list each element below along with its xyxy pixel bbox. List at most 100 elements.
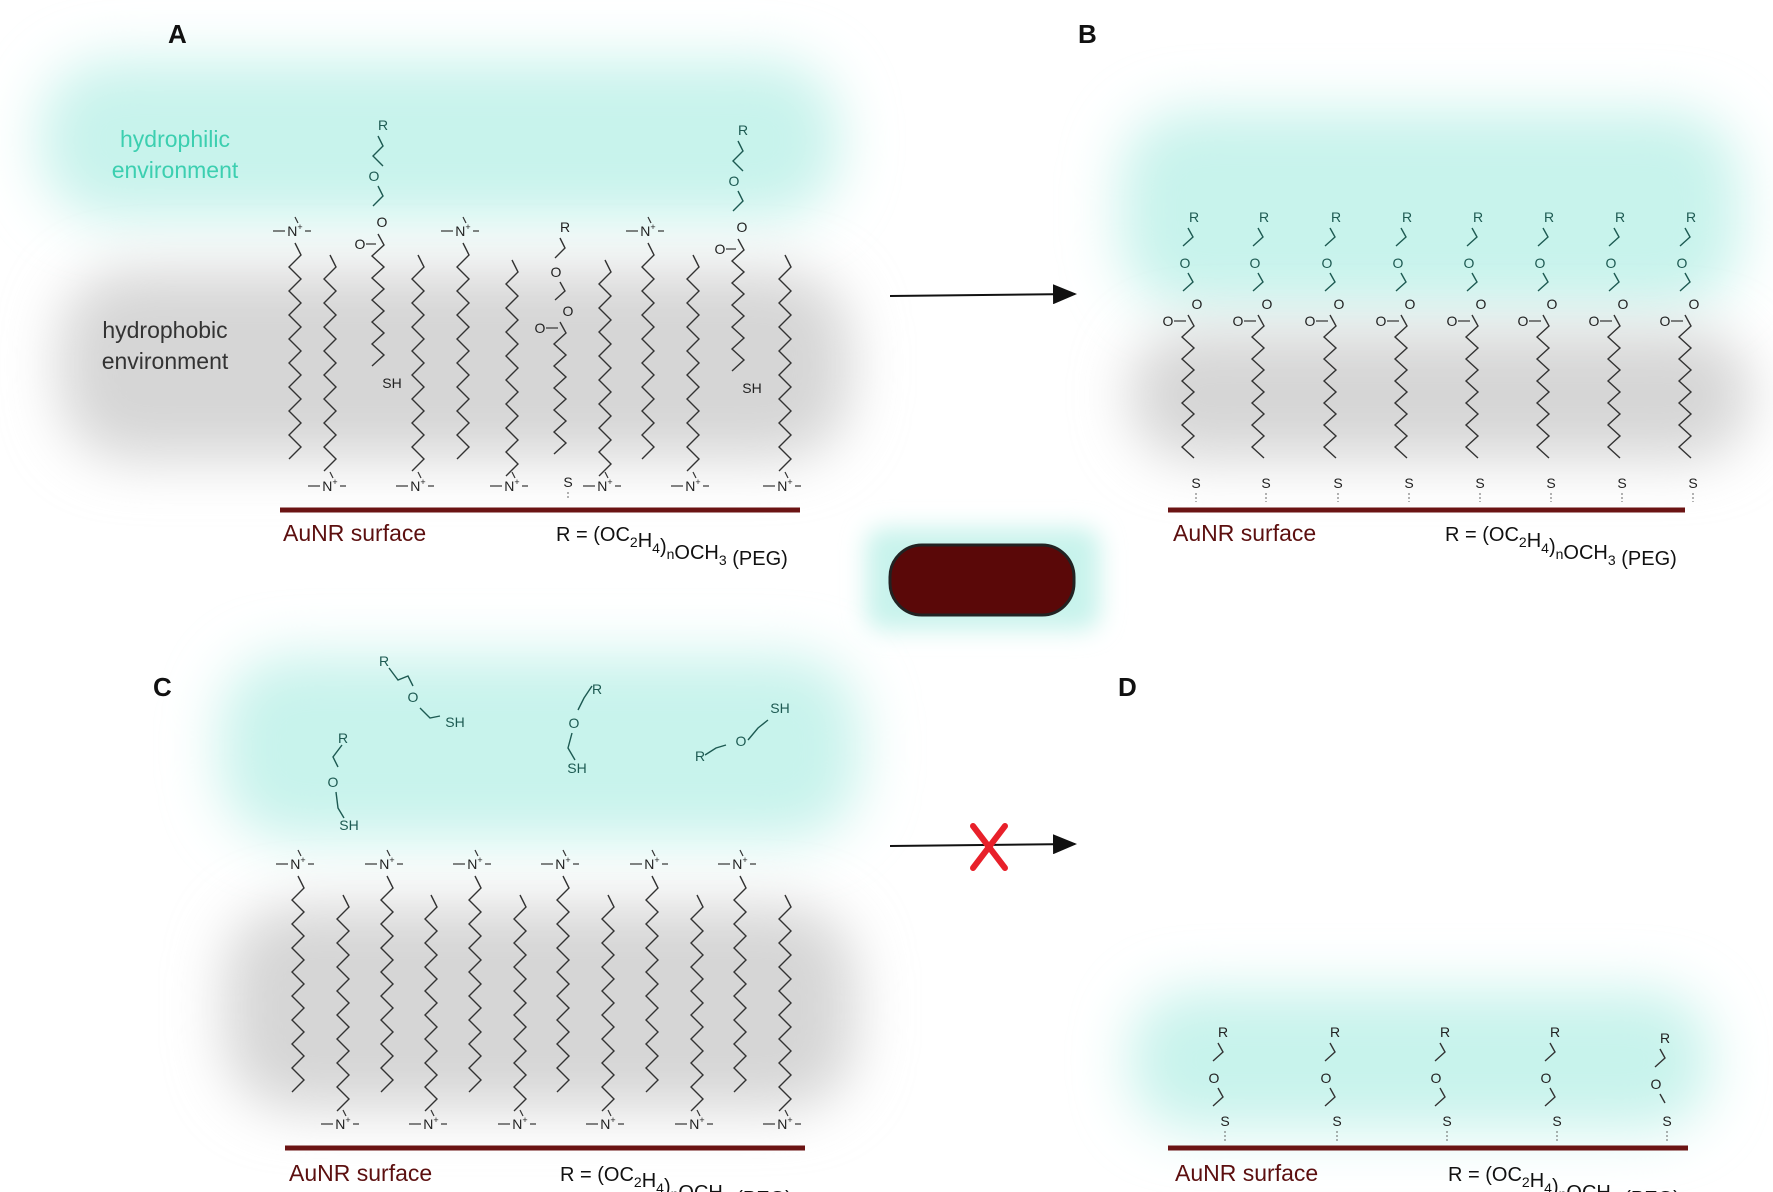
ammonium-n-label: N+ [335, 1115, 350, 1132]
sulfur-label: S [1261, 475, 1270, 491]
bound-peg-thiol-2: R O O O S [1233, 209, 1273, 502]
alkyl-chain [1393, 314, 1409, 459]
carbonyl-oxygen: O [1305, 313, 1316, 329]
ammonium-n-label: N+ [777, 1115, 792, 1132]
r-group-label: R [1440, 1024, 1450, 1040]
bound-peg-thiol-1: R O O O S [1163, 209, 1203, 502]
r-definition-c: R = (OC2H4)nOCH3 (PEG) [560, 1164, 792, 1192]
sulfur-label: S [1332, 1113, 1341, 1129]
peg-link [1608, 272, 1620, 292]
alkyl-chain [641, 242, 655, 460]
nanorod-body [888, 543, 1076, 617]
ammonium-n-label: N+ [597, 477, 612, 494]
gold-nanorod [866, 528, 1100, 630]
free-peg-thiol-4: R O SH [695, 700, 790, 764]
alkyl-chain [1322, 314, 1338, 459]
alkyl-chain [411, 254, 425, 472]
bound-peg-thiol-5: R O O O S [1447, 209, 1487, 502]
ammonium-head: N+ [626, 216, 664, 239]
alkyl-chain [336, 894, 350, 1112]
ether-oxygen: O [328, 774, 339, 790]
ester-oxygen: O [1547, 296, 1558, 312]
alkyl-chain [424, 894, 438, 1112]
peg-link [419, 707, 441, 719]
hydrophilic-label-line2: environment [112, 157, 239, 183]
ammonium-head: N+ [583, 471, 621, 494]
sulfur-label: S [1333, 475, 1342, 491]
ammonium-head: N+ [498, 1109, 536, 1132]
r-group-label: R [1330, 1024, 1340, 1040]
alkyl-chain [291, 875, 305, 1093]
ester-oxygen: O [377, 214, 388, 230]
ether-oxygen: O [1180, 255, 1191, 271]
peg-link [1466, 272, 1478, 292]
thiol-label: SH [567, 760, 586, 776]
ammonium-n-label: N+ [322, 477, 337, 494]
peg-link [1537, 272, 1549, 292]
ester-oxygen: O [1476, 296, 1487, 312]
surface-label-b: AuNR surface [1173, 520, 1316, 546]
sulfur-label: S [1552, 1113, 1561, 1129]
alkyl-chain [1250, 314, 1266, 459]
peg-link [1212, 1087, 1224, 1107]
reaction-arrow-forward [889, 284, 1077, 305]
ammonium-head: N+ [490, 471, 528, 494]
peg-link [732, 190, 744, 212]
alkyl-chain [733, 875, 747, 1093]
peg-thiol-bound: R O O O S [535, 219, 574, 500]
peg-link [1252, 272, 1264, 292]
peg-link [732, 140, 744, 172]
bound-short-peg-thiol-1: R O S [1209, 1024, 1230, 1141]
ether-oxygen: O [1677, 255, 1688, 271]
panel-d-clouds [1130, 990, 1710, 1130]
sulfur-label: S [1220, 1113, 1229, 1129]
ammonium-n-label: N+ [689, 1115, 704, 1132]
ammonium-head: N+ [671, 471, 709, 494]
r-group-label: R [379, 653, 389, 669]
block-x-mark [970, 823, 1008, 871]
alkyl-chain [778, 254, 792, 472]
ammonium-head: N+ [273, 216, 311, 239]
carbonyl-oxygen: O [1518, 313, 1529, 329]
svg-text:R = (OC2H4)nOCH3 (PEG): R = (OC2H4)nOCH3 (PEG) [1445, 524, 1677, 570]
panel-letter-c: C [153, 672, 172, 702]
ammonium-head: N+ [541, 849, 579, 872]
peg-link [335, 791, 345, 819]
ammonium-n-label: N+ [644, 855, 659, 872]
ester-oxygen: O [563, 303, 574, 319]
sulfur-label: S [1688, 475, 1697, 491]
hydrophobic-label-line1: hydrophobic [102, 317, 227, 343]
alkyl-chain [1535, 314, 1551, 459]
r-group-label: R [1686, 209, 1696, 225]
svg-text:R = (OC2H4)nOCH3 (PEG): R = (OC2H4)nOCH3 (PEG) [560, 1164, 792, 1192]
peg-link [1659, 1093, 1666, 1104]
hydrophobic-region-b [1130, 330, 1750, 460]
ester-oxygen: O [1689, 296, 1700, 312]
ether-oxygen: O [1541, 1070, 1552, 1086]
ammonium-head: N+ [718, 849, 756, 872]
peg-link [372, 135, 384, 167]
bound-peg-thiol-4: R O O O S [1376, 209, 1416, 502]
ammonium-n-label: N+ [777, 477, 792, 494]
alkyl-chain [552, 321, 568, 455]
peg-link [1212, 1042, 1224, 1062]
peg-link [1544, 1042, 1556, 1062]
ammonium-n-label: N+ [290, 855, 305, 872]
alkyl-chain [778, 894, 792, 1112]
carbonyl-oxygen: O [1589, 313, 1600, 329]
peg-link [1608, 227, 1620, 247]
r-group-label: R [1615, 209, 1625, 225]
ether-oxygen: O [569, 715, 580, 731]
ammonium-head: N+ [630, 849, 668, 872]
ammonium-n-label: N+ [423, 1115, 438, 1132]
ammonium-head: N+ [365, 849, 403, 872]
hydrophobic-region-c [225, 905, 855, 1110]
ether-oxygen: O [1393, 255, 1404, 271]
r-group-label: R [1189, 209, 1199, 225]
alkyl-chain [686, 254, 700, 472]
thiol-label: SH [742, 380, 761, 396]
hydrophilic-region-d [1130, 990, 1710, 1130]
ether-oxygen: O [1464, 255, 1475, 271]
carbonyl-oxygen: O [535, 320, 546, 336]
